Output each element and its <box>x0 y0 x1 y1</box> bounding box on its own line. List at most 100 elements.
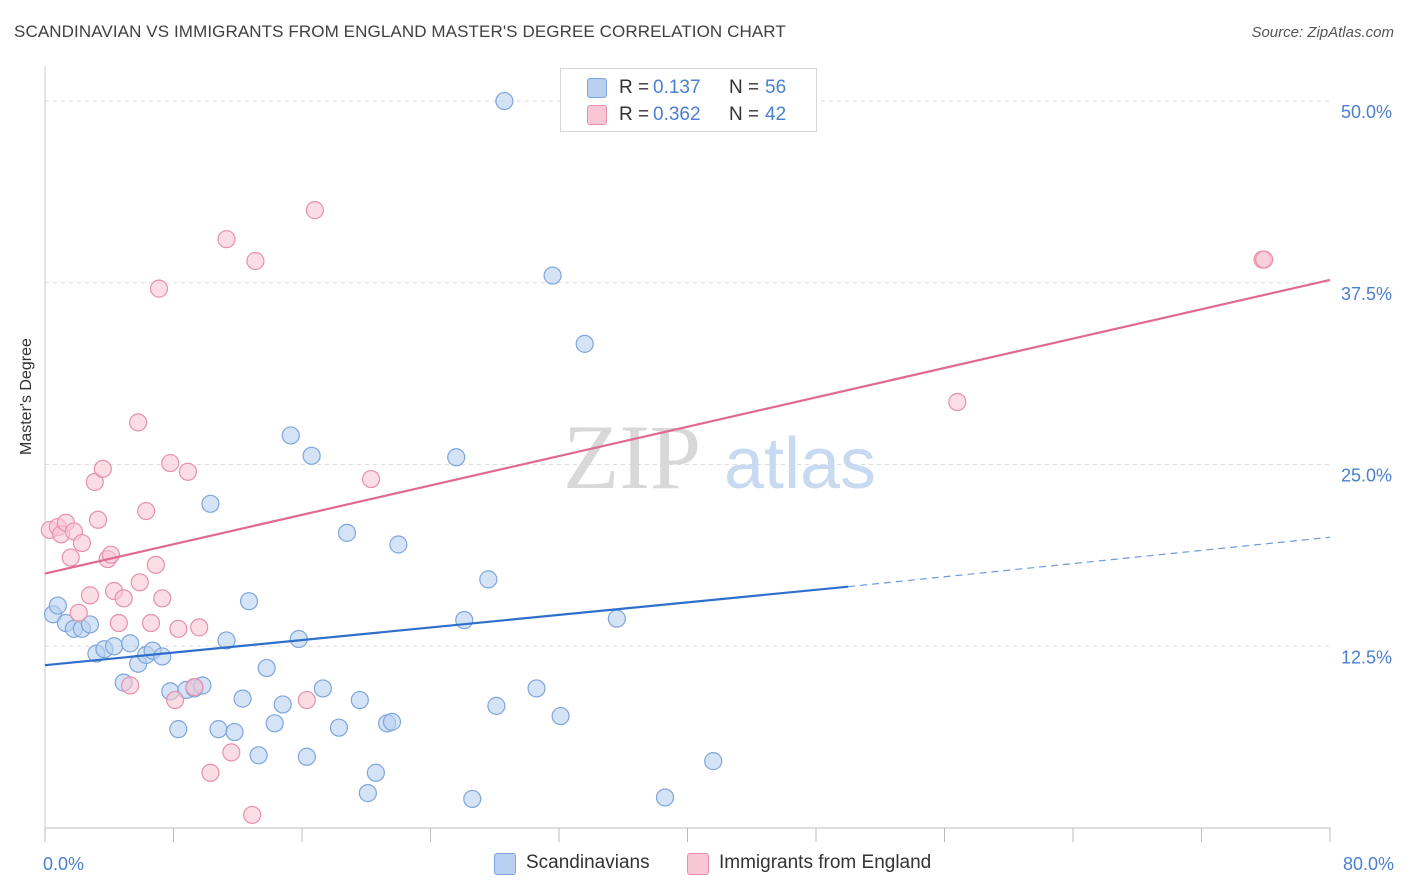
x-tick-labels: 0.0% 80.0% <box>43 854 1394 874</box>
y-tick-label: 12.5% <box>1341 647 1392 667</box>
series-scandinavians <box>43 91 723 809</box>
x-tick-label: 0.0% <box>43 854 84 874</box>
data-point-immigrants-from-england <box>169 619 188 638</box>
data-point-scandinavians <box>447 448 466 467</box>
legend-swatch-pink <box>587 105 607 125</box>
axes <box>44 66 1331 842</box>
data-point-immigrants-from-england <box>109 613 128 633</box>
trend-line-scandinavians-extension <box>848 536 1331 588</box>
legend-n-label: N = <box>729 104 760 125</box>
watermark-atlas: atlas <box>724 424 876 504</box>
data-point-immigrants-from-england <box>246 251 265 271</box>
y-axis-label: Master's Degree <box>18 338 35 455</box>
legend-n-value: 42 <box>765 104 787 125</box>
data-point-scandinavians <box>487 696 506 715</box>
bottom-legend-swatch-pink <box>687 853 709 875</box>
legend-r-label: R = <box>619 77 650 98</box>
data-point-scandinavians <box>551 706 570 726</box>
data-point-scandinavians <box>169 720 188 739</box>
data-point-immigrants-from-england <box>222 743 241 762</box>
source-label: Source: ZipAtlas.com <box>1251 24 1394 41</box>
data-point-scandinavians <box>389 535 408 554</box>
data-point-scandinavians <box>479 570 498 589</box>
data-point-scandinavians <box>225 722 244 742</box>
data-point-immigrants-from-england <box>149 279 169 298</box>
legend-n-label: N = <box>729 77 760 98</box>
chart-title: SCANDINAVIAN VS IMMIGRANTS FROM ENGLAND … <box>14 22 786 41</box>
data-point-immigrants-from-england <box>72 533 92 553</box>
legend-swatch-blue <box>587 78 607 98</box>
data-point-scandinavians <box>337 523 357 542</box>
data-point-immigrants-from-england <box>201 763 220 782</box>
data-point-immigrants-from-england <box>297 690 316 710</box>
data-point-scandinavians <box>104 637 124 656</box>
data-point-scandinavians <box>257 658 276 678</box>
data-point-immigrants-from-england <box>243 805 262 825</box>
data-point-immigrants-from-england <box>137 501 156 521</box>
data-point-scandinavians <box>329 718 349 737</box>
data-point-immigrants-from-england <box>130 573 149 592</box>
data-point-scandinavians <box>48 596 67 615</box>
data-point-scandinavians <box>249 746 268 765</box>
y-tick-label: 25.0% <box>1341 466 1392 486</box>
data-point-immigrants-from-england <box>217 230 236 249</box>
data-point-scandinavians <box>366 763 385 782</box>
legend-r-value: 0.362 <box>653 104 701 125</box>
data-point-scandinavians <box>575 334 594 353</box>
data-point-scandinavians <box>543 266 562 285</box>
data-point-immigrants-from-england <box>1255 250 1274 269</box>
data-point-immigrants-from-england <box>141 613 161 633</box>
bottom-legend-label: Scandinavians <box>526 852 650 873</box>
data-point-immigrants-from-england <box>80 586 100 605</box>
data-point-scandinavians <box>607 609 626 628</box>
trend-line-immigrants-from-england <box>44 278 1331 575</box>
data-point-scandinavians <box>655 788 675 807</box>
data-point-scandinavians <box>265 714 284 733</box>
data-point-scandinavians <box>463 789 482 809</box>
data-point-immigrants-from-england <box>129 413 148 432</box>
data-point-scandinavians <box>239 592 259 611</box>
y-tick-label: 37.5% <box>1341 284 1392 304</box>
data-point-scandinavians <box>382 712 402 731</box>
data-point-scandinavians <box>233 689 252 708</box>
legend-r-label: R = <box>619 104 650 125</box>
legend-n-value: 56 <box>765 77 787 98</box>
data-point-scandinavians <box>273 695 292 714</box>
data-point-scandinavians <box>358 784 377 803</box>
y-tick-label: 50.0% <box>1341 102 1392 122</box>
data-point-scandinavians <box>217 631 236 650</box>
bottom-legend-swatch-blue <box>494 853 516 875</box>
data-point-scandinavians <box>297 747 316 766</box>
trend-lines <box>44 278 1331 667</box>
trend-line-scandinavians <box>44 585 849 667</box>
correlation-legend: R = 0.137 N = 56 R = 0.362 N = 42 <box>560 68 817 132</box>
data-point-immigrants-from-england <box>361 469 381 489</box>
bottom-legend-label: Immigrants from England <box>719 852 932 873</box>
data-point-scandinavians <box>302 446 321 465</box>
data-point-immigrants-from-england <box>190 618 209 637</box>
data-point-immigrants-from-england <box>114 589 133 608</box>
data-point-immigrants-from-england <box>121 676 140 695</box>
data-point-immigrants-from-england <box>61 548 80 567</box>
data-point-immigrants-from-england <box>178 462 198 481</box>
data-point-immigrants-from-england <box>69 603 88 622</box>
data-point-immigrants-from-england <box>93 459 112 478</box>
watermark-zip: ZIP <box>563 406 701 508</box>
data-point-scandinavians <box>495 91 514 111</box>
watermark: ZIP atlas <box>563 406 876 508</box>
data-point-immigrants-from-england <box>166 690 185 710</box>
data-point-immigrants-from-england <box>161 453 180 473</box>
data-point-scandinavians <box>201 494 220 513</box>
data-point-scandinavians <box>209 720 228 739</box>
data-point-immigrants-from-england <box>153 589 172 608</box>
data-point-scandinavians <box>80 615 100 634</box>
data-point-scandinavians <box>153 647 172 666</box>
data-point-immigrants-from-england <box>85 472 104 492</box>
grid-lines <box>45 100 1330 647</box>
data-point-immigrants-from-england <box>146 555 165 574</box>
data-point-scandinavians <box>313 679 332 698</box>
x-tick-label: 80.0% <box>1343 854 1394 874</box>
legend-r-value: 0.137 <box>653 77 701 98</box>
data-point-immigrants-from-england <box>88 510 108 529</box>
